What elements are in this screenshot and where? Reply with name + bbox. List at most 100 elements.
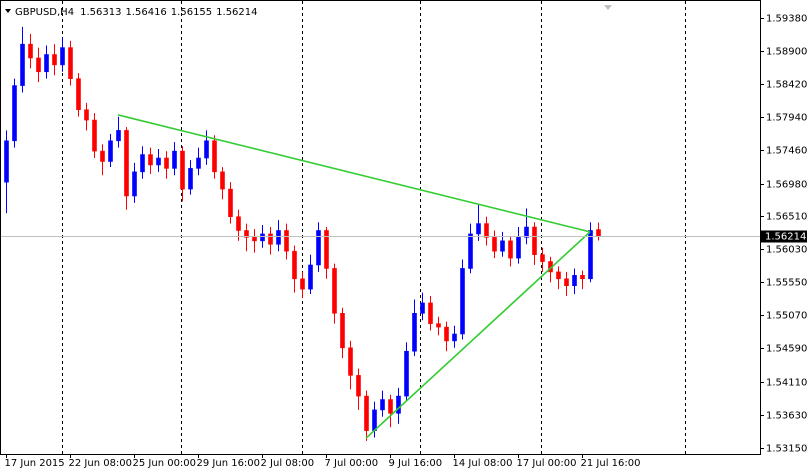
y-tick-label: 1.56980 bbox=[766, 180, 807, 191]
candle-body bbox=[252, 237, 257, 242]
candle-body bbox=[68, 47, 73, 79]
x-tick-label: 2 Jul 08:00 bbox=[261, 458, 315, 469]
candle-body bbox=[188, 168, 193, 190]
x-tick-label: 7 Jul 00:00 bbox=[325, 458, 379, 469]
candle-body bbox=[524, 226, 529, 238]
price-label-box bbox=[761, 230, 807, 243]
low-value: 1.56155 bbox=[171, 7, 212, 18]
symbol: GBPUSD,H4 bbox=[15, 7, 74, 18]
candle-body bbox=[116, 130, 121, 142]
plot: 1.59380 1.58900 1.58420 1.57940 1.57460 1.569… bbox=[1, 14, 807, 469]
candle-body bbox=[532, 226, 537, 255]
x-tick-label: 22 Jun 08:00 bbox=[69, 458, 133, 469]
candle-body bbox=[244, 230, 249, 238]
candle-body bbox=[60, 47, 65, 66]
candle-body bbox=[580, 275, 585, 280]
candle-body bbox=[348, 347, 353, 376]
candle-body bbox=[180, 150, 185, 190]
candle-body bbox=[596, 229, 601, 237]
candle-body bbox=[468, 233, 473, 269]
candle-body bbox=[212, 140, 217, 173]
x-tick-label: 21 Jul 16:00 bbox=[581, 458, 641, 469]
candle-body bbox=[396, 395, 401, 414]
candle-body bbox=[308, 264, 313, 290]
candle-body bbox=[196, 157, 201, 169]
candle-body bbox=[556, 271, 561, 280]
candle-body bbox=[508, 240, 513, 259]
candle-body bbox=[340, 312, 345, 349]
close-value: 1.56214 bbox=[216, 7, 257, 18]
candle-body bbox=[148, 154, 153, 166]
candle-body bbox=[364, 395, 369, 431]
candle-body bbox=[428, 302, 433, 324]
candle-body bbox=[12, 85, 17, 142]
candle-body bbox=[516, 237, 521, 259]
y-tick-label: 1.53630 bbox=[766, 411, 807, 422]
candle-body bbox=[492, 237, 497, 252]
candle-body bbox=[332, 268, 337, 314]
candle-body bbox=[84, 109, 89, 121]
y-tick-label: 1.55550 bbox=[766, 278, 807, 289]
y-tick-label: 1.57940 bbox=[766, 113, 807, 124]
candle-body bbox=[380, 399, 385, 411]
candle-body bbox=[572, 275, 577, 286]
candle-body bbox=[460, 268, 465, 335]
candle-body bbox=[268, 233, 273, 245]
candle-body bbox=[36, 57, 41, 73]
y-tick-label: 1.59380 bbox=[766, 14, 807, 25]
candle-body bbox=[484, 223, 489, 238]
trendline bbox=[365, 231, 591, 439]
candle-body bbox=[372, 409, 377, 431]
candle-body bbox=[420, 302, 425, 314]
y-tick-label: 1.54590 bbox=[766, 344, 807, 355]
y-tick-label: 1.53150 bbox=[766, 444, 807, 455]
candle-body bbox=[564, 278, 569, 286]
x-tick-label: 17 Jun 2015 bbox=[5, 458, 65, 469]
candle-body bbox=[140, 154, 145, 173]
x-tick-label: 29 Jun 16:00 bbox=[197, 458, 261, 469]
open-value: 1.56313 bbox=[80, 7, 121, 18]
candle-body bbox=[164, 157, 169, 169]
candle-body bbox=[276, 230, 281, 245]
candle-body bbox=[100, 150, 105, 162]
x-tick-label: 17 Jul 00:00 bbox=[517, 458, 577, 469]
y-tick-label: 1.57460 bbox=[766, 146, 807, 157]
candle-body bbox=[44, 54, 49, 73]
candle-body bbox=[284, 230, 289, 252]
candle-body bbox=[236, 216, 241, 231]
high-value: 1.56416 bbox=[125, 7, 166, 18]
candle-body bbox=[220, 171, 225, 190]
y-tick-label: 1.56510 bbox=[766, 212, 807, 223]
x-tick-label: 25 Jun 00:00 bbox=[133, 458, 197, 469]
candle-body bbox=[444, 326, 449, 342]
candle-body bbox=[156, 157, 161, 166]
shift-marker bbox=[604, 5, 612, 10]
candle-body bbox=[300, 278, 305, 290]
candle-body bbox=[124, 130, 129, 197]
candle-body bbox=[324, 230, 329, 269]
candle-body bbox=[132, 171, 137, 197]
candle-body bbox=[4, 140, 9, 183]
x-tick-label: 14 Jul 08:00 bbox=[453, 458, 513, 469]
candle-body bbox=[388, 399, 393, 414]
candle-body bbox=[260, 233, 265, 242]
header: GBPUSD,H4 1.56313 1.56416 1.56155 1.56214 bbox=[15, 7, 258, 18]
candle-body bbox=[316, 230, 321, 266]
y-tick-label: 1.58900 bbox=[766, 47, 807, 58]
y-tick-label: 1.58420 bbox=[766, 80, 807, 91]
candle-body bbox=[20, 43, 25, 86]
price-label: 1.56214 bbox=[765, 232, 806, 243]
candle-body bbox=[404, 350, 409, 397]
y-tick-label: 1.55070 bbox=[766, 311, 807, 322]
candle-body bbox=[540, 254, 545, 262]
candle-body bbox=[356, 375, 361, 397]
candle-body bbox=[436, 323, 441, 328]
y-tick-label: 1.56030 bbox=[766, 245, 807, 256]
candle-body bbox=[476, 223, 481, 235]
candle-body bbox=[28, 43, 33, 59]
candle-body bbox=[92, 119, 97, 152]
candle-body bbox=[412, 312, 417, 352]
candle-body bbox=[204, 140, 209, 159]
candle-body bbox=[108, 140, 113, 162]
